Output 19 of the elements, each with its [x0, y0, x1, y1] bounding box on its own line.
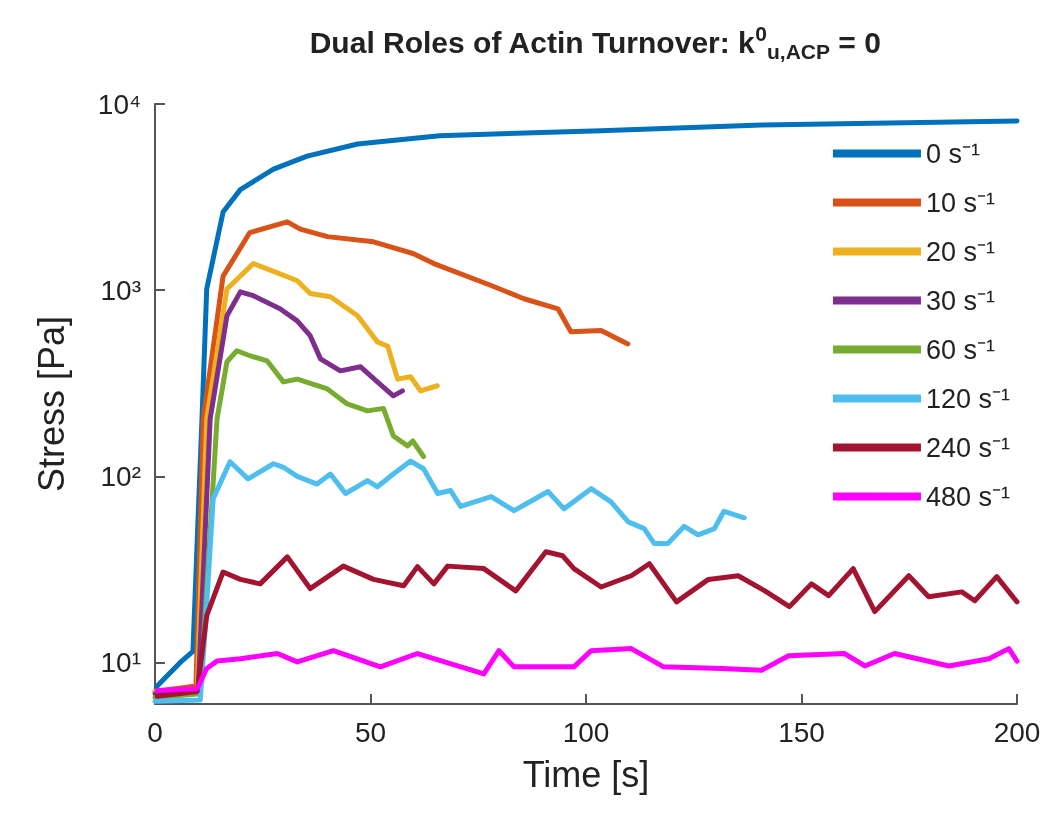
x-tick-label: 200 [993, 716, 1041, 748]
y-tick-label: 10³ [100, 274, 141, 306]
x-tick-label: 0 [147, 716, 163, 748]
x-tick-label: 50 [354, 716, 387, 748]
y-tick-label: 10⁴ [97, 88, 141, 120]
y-tick-label: 10² [100, 460, 141, 492]
legend-label: 120 s⁻¹ [925, 383, 1011, 414]
legend-label: 20 s⁻¹ [925, 236, 995, 267]
y-axis-title: Stress [Pa] [30, 315, 72, 493]
legend-label: 60 s⁻¹ [925, 334, 995, 365]
legend-label: 10 s⁻¹ [925, 187, 995, 218]
x-tick-label: 100 [562, 716, 610, 748]
x-axis-title: Time [s] [522, 753, 650, 795]
legend-label: 30 s⁻¹ [925, 285, 995, 316]
x-tick-label: 150 [778, 716, 825, 748]
y-tick-label: 10¹ [100, 647, 141, 679]
legend-label: 240 s⁻¹ [925, 432, 1011, 463]
legend-label: 0 s⁻¹ [925, 138, 980, 169]
legend-label: 480 s⁻¹ [925, 481, 1011, 512]
